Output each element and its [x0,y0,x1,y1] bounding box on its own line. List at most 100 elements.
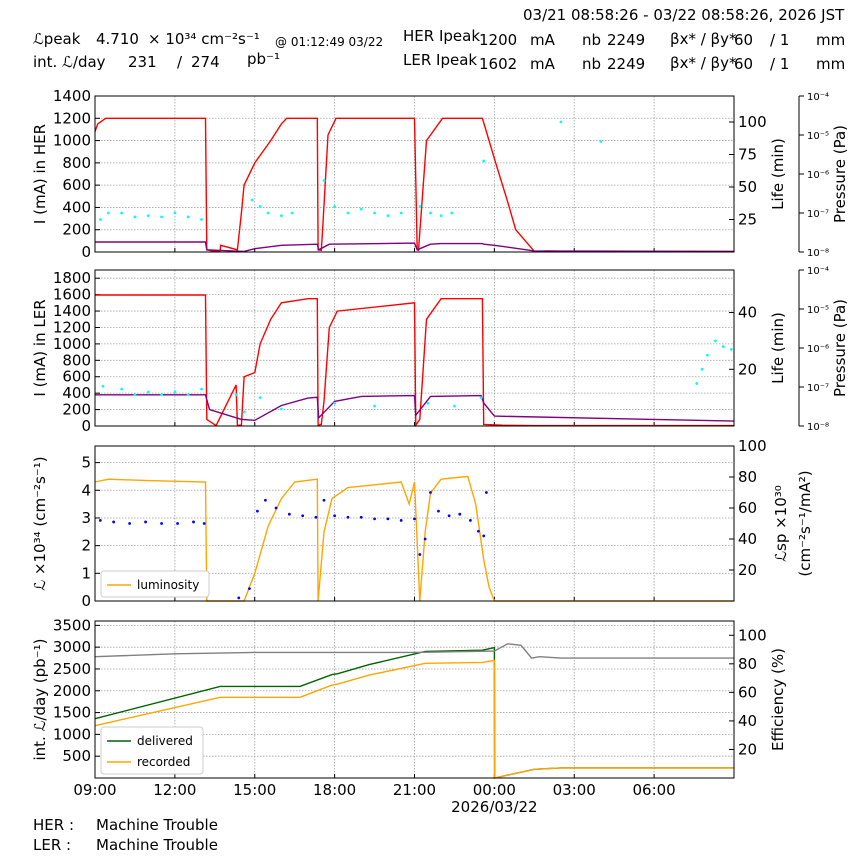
luminosity-point [477,529,480,533]
ler-pressure-tick-label: 10⁻⁶ [807,344,829,355]
ler-point [705,353,709,357]
her-point [266,211,270,215]
her-ytick-label: 200 [62,221,91,239]
integrated-y2tick-label: 80 [738,655,757,673]
ler-point [426,401,430,405]
luminosity-point [274,506,278,510]
luminosity-ytick-label: 3 [81,509,91,527]
ler-ytick-label: 200 [62,401,91,419]
luminosity-y2tick-label: 20 [738,561,757,579]
luminosity-y2tick-label: 100 [738,437,767,455]
her-point [346,211,350,215]
luminosity-point [160,522,163,525]
luminosity-point [484,491,488,494]
ler-y2tick-label: 40 [738,304,757,322]
integrated-series-line-2 [94,643,734,659]
lpeak-value: 4.710 [96,30,139,48]
her-ipeak-label: HER Ipeak [403,27,480,45]
luminosity-point [264,498,267,502]
integrated-y2tick-label: 40 [738,712,757,730]
ler-ytick-label: 1800 [53,269,91,287]
integrated-ytick-label: 2000 [53,682,91,700]
luminosity-ylabel: ℒ ×10³⁴ (cm⁻²s⁻¹) [31,456,49,590]
ler-point [146,390,150,394]
luminosity-ytick-label: 2 [81,537,91,555]
her-nb-label: nb [582,31,602,49]
her-unit: mA [530,31,555,49]
luminosity-point [386,517,390,521]
her-series-line-1 [95,241,735,253]
footer-ler-label: LER : [33,836,72,854]
her-ytick-label: 0 [81,243,91,261]
ler-point [200,387,203,391]
ler-point [120,387,124,391]
ler-point [258,396,262,400]
integrated-y2tick-label: 60 [738,683,757,701]
her-point [399,211,403,215]
luminosity-y2tick-label: 80 [738,468,757,486]
ler-point [333,401,337,405]
her-point [160,215,163,219]
luminosity-point [437,509,440,513]
ler-nb-label: nb [582,55,602,73]
ler-point [729,348,733,351]
integrated-y2tick-label: 100 [738,626,767,644]
ler-point [479,396,483,400]
her-pressure-tick-label: 10⁻⁶ [807,170,829,181]
her-point [322,179,326,182]
luminosity-y2tick-label: 60 [738,499,757,517]
her-point [599,140,603,143]
luminosity-point [237,596,241,600]
luminosity-y2tick-label: 40 [738,530,757,548]
ler-ipeak-label: LER Ipeak [403,51,478,69]
her-beta-y: / 1 [770,31,790,49]
luminosity-point [202,522,206,525]
her-point [386,214,390,218]
ler-unit: mA [530,55,555,73]
lpeak-time: @ 01:12:49 03/22 [275,35,384,49]
her-y2tick-label: 100 [738,113,767,131]
ler-ytick-label: 600 [62,368,91,386]
her-point [258,205,262,208]
luminosity-legend-label: luminosity [137,578,199,592]
her-point [106,211,110,215]
lpeak-label: ℒpeak [33,30,81,48]
x-tick-label: 06:00 [633,781,676,799]
her-point [120,211,124,215]
her-pressure-tick-label: 10⁻⁸ [807,248,829,259]
footer-her-status: Machine Trouble [96,816,218,834]
x-tick-label: 09:00 [73,781,116,799]
luminosity-frame [94,445,735,602]
ler-point [453,404,456,408]
her-point [279,214,283,218]
luminosity-point [429,491,432,494]
intl-value1: 231 [128,53,157,71]
her-ytick-label: 1400 [53,87,91,105]
integrated-series-recorded [94,659,734,779]
luminosity-point [413,517,416,521]
ler-nb-value: 2249 [607,55,646,73]
her-point [146,214,150,218]
her-point [333,205,337,208]
luminosity-point [458,512,462,516]
her-ipeak-value: 1200 [479,31,518,49]
ler-point [160,393,163,397]
ler-ytick-label: 1400 [53,302,91,320]
intl-sep: / [177,53,183,71]
intl-value2: 274 [191,53,220,71]
her-ytick-label: 600 [62,176,91,194]
ler-point [700,367,704,371]
x-tick-label: 15:00 [233,781,276,799]
luminosity-point [322,498,326,502]
her-ytick-label: 1000 [53,132,91,150]
intl-unit: pb⁻¹ [247,50,280,68]
integrated-legend-label: recorded [137,755,190,769]
ler-ylabel: I (mA) in LER [31,299,49,396]
luminosity-point [314,515,318,519]
luminosity-point [373,517,376,521]
intl-label: int. ℒ/day [33,53,106,71]
luminosity-y2label: ℒsp ×10³⁰ [772,485,790,562]
luminosity-point [423,537,427,541]
integrated-y2label: Efficiency (%) [769,648,787,751]
